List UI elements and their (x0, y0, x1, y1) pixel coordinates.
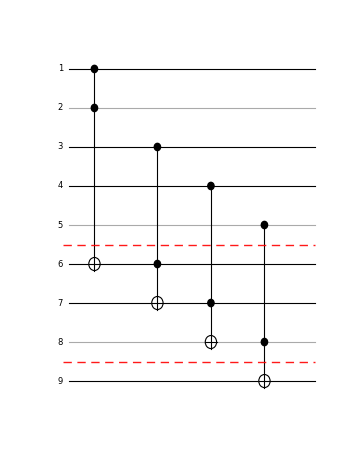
Circle shape (208, 299, 214, 306)
Circle shape (259, 374, 270, 387)
Circle shape (89, 257, 100, 270)
Circle shape (152, 297, 163, 310)
Text: 6: 6 (57, 260, 63, 269)
Text: 7: 7 (57, 298, 63, 307)
Circle shape (205, 336, 217, 349)
Text: 3: 3 (57, 143, 63, 152)
Circle shape (261, 221, 268, 229)
Text: 1: 1 (58, 64, 63, 73)
Text: 8: 8 (57, 338, 63, 346)
Circle shape (154, 144, 160, 151)
Text: 9: 9 (58, 377, 63, 386)
Circle shape (91, 104, 98, 112)
Text: 2: 2 (58, 104, 63, 112)
Circle shape (91, 65, 98, 72)
Circle shape (208, 182, 214, 189)
Circle shape (261, 338, 268, 346)
Circle shape (154, 261, 160, 268)
Text: 5: 5 (58, 220, 63, 230)
Text: 4: 4 (58, 181, 63, 190)
